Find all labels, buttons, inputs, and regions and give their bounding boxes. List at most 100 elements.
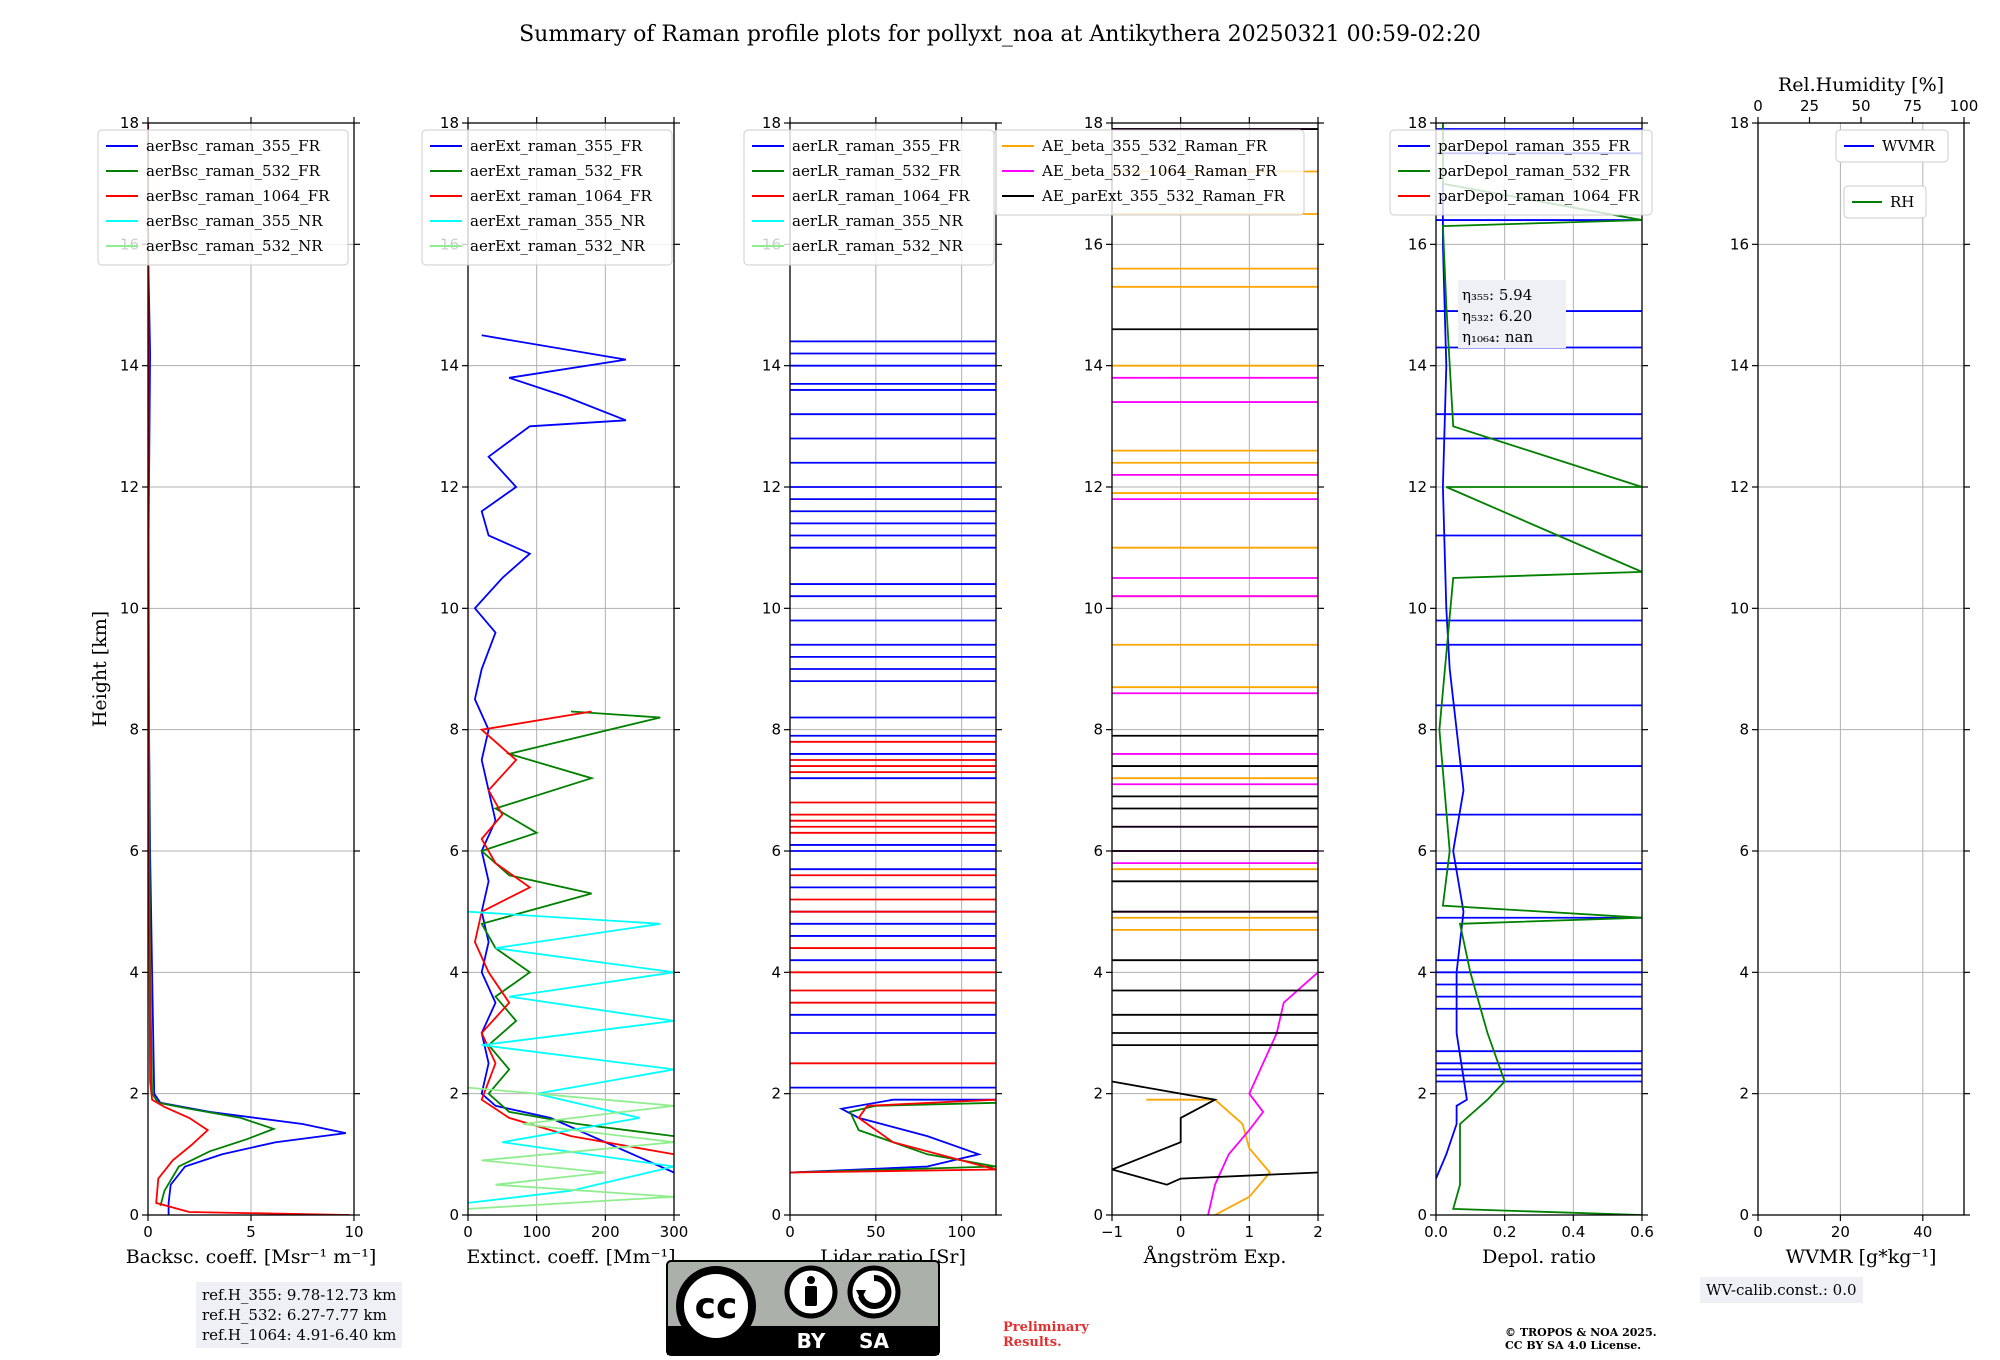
- copyright-line-1: © TROPOS & NOA 2025.: [1505, 1326, 1657, 1339]
- axes-frame: [467, 122, 675, 1216]
- preliminary-line-1: Preliminary: [1003, 1320, 1089, 1335]
- legend: parDepol_raman_355_FR parDepol_raman_532_…: [1389, 129, 1653, 216]
- y-tick-label: 0: [1093, 1206, 1103, 1224]
- legend-label: aerBsc_raman_355_NR: [146, 212, 323, 230]
- legend-label: parDepol_raman_1064_FR: [1438, 187, 1640, 205]
- legend-label: aerBsc_raman_1064_FR: [146, 187, 330, 205]
- y-tick-label: 12: [762, 478, 781, 496]
- y-tick-label: 4: [449, 963, 459, 981]
- legend-label: aerLR_raman_1064_FR: [792, 187, 970, 205]
- legend-label: aerBsc_raman_532_NR: [146, 237, 323, 255]
- series-line: [790, 1098, 996, 1174]
- legend-box: [1843, 185, 1927, 219]
- cc-by-sa-icon: cc BY SA: [666, 1260, 940, 1356]
- y-tick-label: 8: [771, 721, 781, 739]
- y-tick-label: 10: [1730, 599, 1749, 617]
- y-tick-label: 14: [1730, 357, 1749, 375]
- y-tick-label: 18: [1408, 114, 1427, 132]
- y-tick-label: 2: [1739, 1085, 1749, 1103]
- y-tick-label: 0: [771, 1206, 781, 1224]
- legend-label: WVMR: [1882, 137, 1936, 155]
- series-line: [148, 123, 277, 1207]
- y-tick-label: 6: [1417, 842, 1427, 860]
- legend-label: AE_beta_532_1064_Raman_FR: [1041, 162, 1277, 180]
- y-tick-label: 8: [129, 721, 139, 739]
- series-line: [148, 123, 346, 1215]
- x-tick-label: 50: [866, 1223, 885, 1241]
- y-tick-label: 0: [1739, 1206, 1749, 1224]
- ref-height-532: ref.H_532: 6.27-7.77 km: [202, 1306, 387, 1324]
- eta-label: η₁₀₆₄: nan: [1462, 328, 1533, 346]
- y-tick-label: 0: [1417, 1206, 1427, 1224]
- legend-box: [1389, 129, 1653, 216]
- series-line: [148, 123, 350, 1215]
- x-tick-label: 0: [1753, 1223, 1763, 1241]
- x-tick-label: 0.4: [1561, 1223, 1585, 1241]
- series-line: [1112, 1080, 1318, 1186]
- y-tick-label: 4: [771, 963, 781, 981]
- cc-sa-label: SA: [859, 1329, 889, 1353]
- x2-tick-label: 0: [1753, 97, 1763, 115]
- x-tick-label: 5: [246, 1223, 256, 1241]
- y-tick-label: 12: [1084, 478, 1103, 496]
- x2-axis-label: Rel.Humidity [%]: [1778, 74, 1944, 96]
- y-tick-label: 0: [449, 1206, 459, 1224]
- x-tick-label: −1: [1101, 1223, 1123, 1241]
- legend-box: [97, 129, 349, 266]
- x-tick-label: 20: [1831, 1223, 1850, 1241]
- y-tick-label: 4: [1093, 963, 1103, 981]
- copyright-line-2: CC BY SA 4.0 License.: [1505, 1339, 1642, 1352]
- x-axis-label: Extinct. coeff. [Mm⁻¹]: [466, 1246, 675, 1268]
- x-axis-label: Ångström Exp.: [1143, 1246, 1287, 1268]
- ref-height-1064: ref.H_1064: 4.91-6.40 km: [202, 1326, 397, 1344]
- x-tick-label: 300: [660, 1223, 689, 1241]
- series-line: [468, 1086, 674, 1210]
- legend-label: parDepol_raman_532_FR: [1438, 162, 1631, 180]
- panel-3: 024681012141618050100Lidar ratio [Sr]aer…: [743, 114, 1002, 1268]
- y-tick-label: 10: [1408, 599, 1427, 617]
- x-tick-label: 100: [947, 1223, 976, 1241]
- legend-wvmr: WVMR: [1835, 129, 1949, 163]
- y-tick-label: 8: [449, 721, 459, 739]
- y-tick-label: 6: [771, 842, 781, 860]
- series-group: [468, 334, 674, 1210]
- y-tick-label: 10: [120, 599, 139, 617]
- y-tick-label: 18: [1730, 114, 1749, 132]
- legend-box: [993, 129, 1305, 216]
- y-tick-label: 8: [1739, 721, 1749, 739]
- x-tick-label: 2: [1313, 1223, 1323, 1241]
- legend: aerLR_raman_355_FR aerLR_raman_532_FR aerL…: [743, 129, 995, 266]
- eta-box-bg: [1458, 280, 1566, 348]
- ref-height-355: ref.H_355: 9.78-12.73 km: [202, 1286, 397, 1304]
- legend-label: RH: [1890, 193, 1914, 211]
- y-tick-label: 16: [1730, 235, 1749, 253]
- panel-2: 0246810121416180100200300Extinct. coeff.…: [421, 114, 689, 1268]
- axes-frame: [1435, 122, 1643, 1216]
- y-tick-label: 2: [1093, 1085, 1103, 1103]
- y-tick-label: 0: [129, 1206, 139, 1224]
- y-tick-label: 4: [1739, 963, 1749, 981]
- y-tick-label: 4: [1417, 963, 1427, 981]
- x-axis-label: WVMR [g*kg⁻¹]: [1786, 1246, 1937, 1268]
- x-tick-label: 0: [143, 1223, 153, 1241]
- y-tick-label: 10: [762, 599, 781, 617]
- y-tick-label: 2: [1417, 1085, 1427, 1103]
- y-axis-label: Height [km]: [89, 611, 111, 727]
- x-tick-label: 0: [1176, 1223, 1186, 1241]
- x-tick-label: 0.0: [1424, 1223, 1448, 1241]
- legend-label: AE_beta_355_532_Raman_FR: [1041, 137, 1268, 155]
- x2-tick-label: 50: [1851, 97, 1870, 115]
- series-line: [1207, 971, 1318, 1215]
- legend-rh: RH: [1843, 185, 1927, 219]
- y-tick-label: 2: [771, 1085, 781, 1103]
- axes-frame: [1111, 122, 1319, 1216]
- y-tick-label: 4: [129, 963, 139, 981]
- legend: AE_beta_355_532_Raman_FR AE_beta_532_1064…: [993, 129, 1305, 216]
- x-tick-label: 200: [591, 1223, 620, 1241]
- legend-label: aerLR_raman_355_NR: [792, 212, 963, 230]
- legend-label: parDepol_raman_355_FR: [1438, 137, 1631, 155]
- x-tick-label: 10: [344, 1223, 363, 1241]
